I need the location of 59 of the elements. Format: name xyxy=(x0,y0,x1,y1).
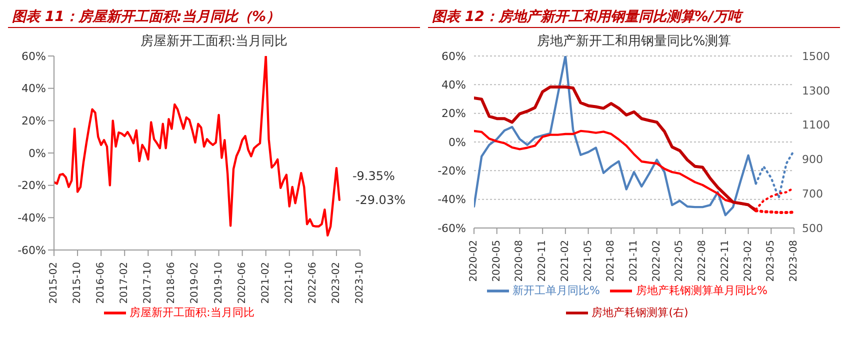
legend-label: 新开工单月同比% xyxy=(512,284,600,298)
x-tick-label: 2023-10 xyxy=(354,262,366,304)
x-tick-label: 2017-02 xyxy=(119,262,130,304)
y2-tick-label: 1300 xyxy=(802,84,830,98)
y-tick-label: 20% xyxy=(442,107,466,120)
legend-label: 房地产耗钢测算(右) xyxy=(592,306,688,320)
y-tick-label: -60% xyxy=(438,222,466,235)
x-tick-label: 2023-08 xyxy=(788,240,800,282)
y-tick-label: 60% xyxy=(22,50,46,63)
y-tick-label: -40% xyxy=(438,193,466,206)
y2-tick-label: 900 xyxy=(802,153,823,166)
y-tick-label: 60% xyxy=(442,50,466,63)
x-tick-label: 2020-02 xyxy=(468,240,480,282)
y-tick-label: 40% xyxy=(22,82,46,96)
legend-label: 房屋新开工面积:当月同比 xyxy=(130,306,254,320)
y-tick-label: -20% xyxy=(438,164,466,178)
x-tick-label: 2022-02 xyxy=(651,240,662,282)
x-tick-label: 2019-10 xyxy=(213,262,224,304)
x-tick-label: 2015-10 xyxy=(72,262,84,304)
y-tick-label: -40% xyxy=(18,212,46,225)
x-tick-label: 2023-02 xyxy=(330,262,342,304)
y2-tick-label: 1100 xyxy=(802,118,830,132)
y2-tick-label: 500 xyxy=(802,222,823,235)
chart-subtitle: 房屋新开工面积:当月同比 xyxy=(139,33,289,50)
y-tick-label: 40% xyxy=(442,78,466,92)
x-tick-label: 2020-06 xyxy=(236,262,248,304)
x-tick-label: 2021-02 xyxy=(560,240,571,282)
legend-label: 房地产耗钢测算单月同比% xyxy=(636,284,768,298)
y2-tick-label: 1500 xyxy=(802,50,830,63)
y-tick-label: 0% xyxy=(28,146,46,160)
x-tick-label: 2023-02 xyxy=(742,240,754,282)
x-tick-label: 2021-08 xyxy=(606,240,617,282)
x-tick-label: 2022-06 xyxy=(307,262,318,304)
annotation: -9.35% xyxy=(352,169,395,184)
chart-title: 图表 12：房地产新开工和用钢量同比测算%/万吨 xyxy=(428,8,840,28)
x-tick-label: 2022-11 xyxy=(720,240,731,282)
x-tick-label: 2021-10 xyxy=(284,262,295,304)
y2-tick-label: 700 xyxy=(802,188,823,201)
x-tick-label: 2020-05 xyxy=(491,240,502,282)
annotation: -29.03% xyxy=(355,192,406,207)
x-tick-label: 2015-02 xyxy=(48,262,60,304)
x-tick-label: 2019-02 xyxy=(190,262,201,304)
x-tick-label: 2021-02 xyxy=(260,262,272,304)
x-tick-label: 2018-06 xyxy=(166,262,178,304)
x-tick-label: 2017-10 xyxy=(142,262,154,304)
x-tick-label: 2020-11 xyxy=(537,240,548,282)
chart-subtitle: 房地产新开工和用钢量同比%测算 xyxy=(536,33,732,50)
x-tick-label: 2022-05 xyxy=(674,240,686,282)
y-tick-label: -20% xyxy=(18,179,46,192)
x-tick-label: 2021-05 xyxy=(582,240,594,282)
chart-title: 图表 11：房屋新开工面积:当月同比（%） xyxy=(8,8,420,28)
x-tick-label: 2016-06 xyxy=(96,262,107,304)
x-tick-label: 2022-08 xyxy=(697,240,708,282)
y-tick-label: 20% xyxy=(22,114,46,128)
y-tick-label: 0% xyxy=(448,136,466,149)
x-tick-label: 2020-08 xyxy=(514,240,526,282)
x-tick-label: 2021-11 xyxy=(628,240,640,282)
x-tick-label: 2023-05 xyxy=(766,240,777,282)
y-tick-label: -60% xyxy=(18,244,46,257)
